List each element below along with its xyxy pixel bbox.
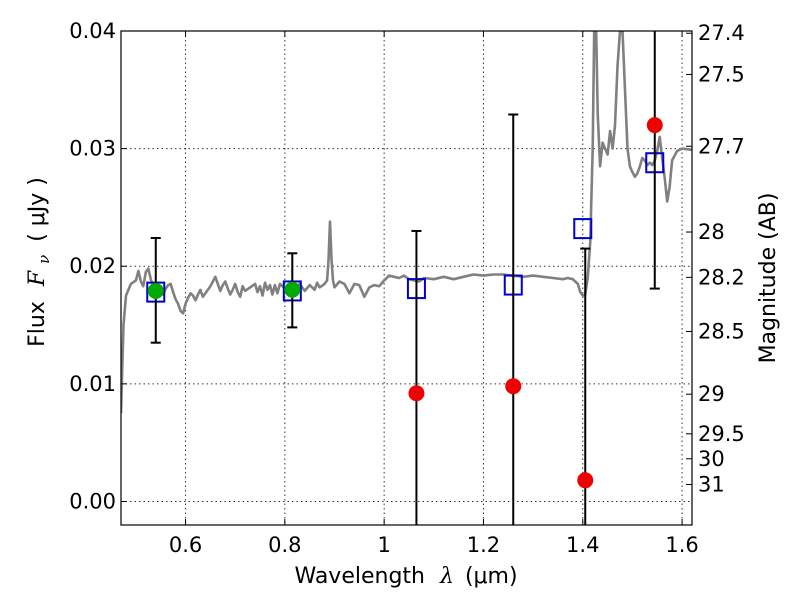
y-axis-right-label: Magnitude (AB) (756, 193, 781, 364)
mag-tick-label: 27.7 (698, 134, 745, 158)
mag-tick-label: 28.5 (698, 319, 745, 343)
spectrum-line (121, 31, 692, 414)
mag-tick-label: 29.5 (698, 422, 745, 446)
y-tick-label: 0.00 (69, 489, 116, 513)
x-axis-label: Wavelength λ (μm) (294, 564, 517, 589)
x-tick-label: 1.4 (566, 533, 599, 557)
x-axis-label-symbol: λ (439, 564, 454, 589)
x-tick-label: 1.2 (467, 533, 500, 557)
axes: 0.6 0.8 1 1.2 1.4 1.6 0.00 0.01 0.02 0.03 0.04 27.4… (69, 19, 745, 557)
x-tick-label: 1.6 (665, 533, 698, 557)
observed-point (646, 117, 663, 134)
mag-tick-label: 27.4 (698, 21, 745, 45)
observed-point (284, 281, 301, 298)
mag-tick-label: 28.2 (698, 265, 745, 289)
observed-point (505, 378, 522, 395)
observed-point (577, 472, 594, 489)
y-axis-label-unit: ( μJy ) (25, 177, 50, 242)
mag-tick-label: 27.5 (698, 62, 745, 86)
x-tick-label: 0.6 (169, 533, 202, 557)
x-axis-label-unit: (μm) (465, 564, 518, 589)
y-tick-label: 0.03 (69, 137, 116, 161)
observed-point (147, 282, 164, 299)
y-axis-label-prefix: Flux (25, 301, 50, 347)
plot-area (121, 31, 692, 525)
y-tick-label: 0.01 (69, 372, 116, 396)
x-tick-label: 0.8 (268, 533, 301, 557)
y-axis-label-symbol: F (25, 270, 50, 287)
y-tick-label: 0.04 (69, 19, 116, 43)
y-axis-label: Flux F ν ( μJy ) (25, 177, 55, 347)
y-tick-label: 0.02 (69, 254, 116, 278)
mag-tick-label: 28 (698, 220, 725, 244)
model-photometry-square (573, 218, 593, 240)
x-tick-label: 1 (377, 533, 390, 557)
mag-tick-label: 29 (698, 382, 725, 406)
observed-point (408, 385, 425, 402)
mag-tick-label: 30 (698, 447, 725, 471)
x-axis-label-prefix: Wavelength (294, 564, 425, 589)
mag-tick-label: 31 (698, 472, 725, 496)
y-axis-label-subscript: ν (35, 255, 53, 264)
plot-frame (120, 30, 693, 526)
